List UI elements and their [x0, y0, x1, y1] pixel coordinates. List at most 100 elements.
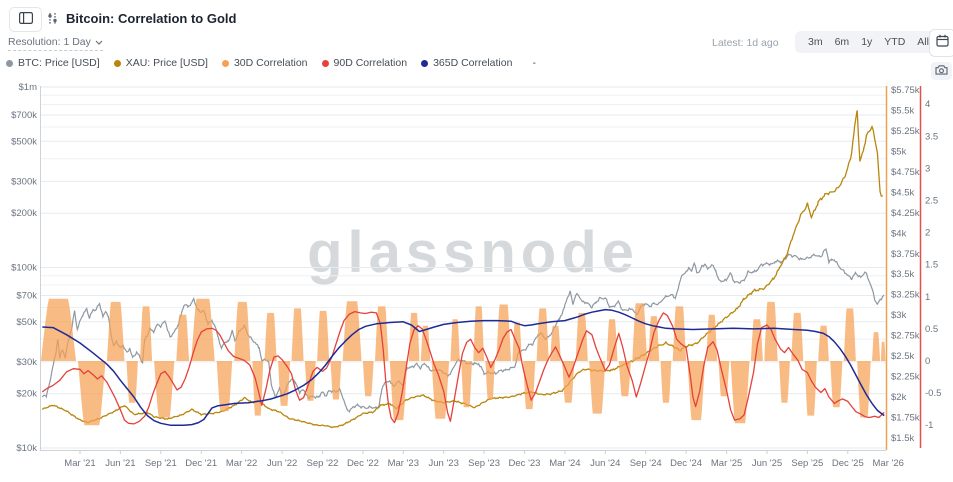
svg-text:$5.5k: $5.5k: [891, 106, 914, 117]
svg-text:$4.75k: $4.75k: [891, 167, 920, 178]
svg-text:0.5: 0.5: [925, 324, 938, 335]
svg-text:$1.75k: $1.75k: [891, 413, 920, 424]
svg-text:Mar '23: Mar '23: [388, 458, 419, 469]
corr-90d-line: [41, 310, 885, 425]
legend: BTC: Price [USD] XAU: Price [USD] 30D Co…: [6, 57, 536, 69]
axes: [40, 86, 922, 454]
svg-text:$3.75k: $3.75k: [891, 249, 920, 260]
svg-text:-0.5: -0.5: [925, 388, 941, 399]
svg-text:$4k: $4k: [891, 228, 907, 239]
svg-text:Jun '24: Jun '24: [590, 458, 620, 469]
svg-text:$70k: $70k: [16, 291, 37, 302]
screenshot-button[interactable]: [931, 62, 952, 80]
range-1y-button[interactable]: 1y: [861, 36, 873, 48]
svg-text:Sep '22: Sep '22: [307, 458, 339, 469]
svg-text:Sep '21: Sep '21: [145, 458, 177, 469]
xau-series-dot: [113, 59, 121, 67]
legend-label: 30D Correlation: [233, 57, 308, 69]
svg-text:$2k: $2k: [891, 392, 907, 403]
svg-text:Sep '24: Sep '24: [630, 458, 662, 469]
svg-text:Jun '21: Jun '21: [105, 458, 135, 469]
svg-text:2.5: 2.5: [925, 196, 938, 207]
legend-item-30d-correlation[interactable]: 30D Correlation: [221, 57, 308, 69]
legend-label: 365D Correlation: [433, 57, 513, 69]
plot-area: [41, 110, 886, 429]
legend-item-365d-correlation[interactable]: 365D Correlation: [421, 57, 512, 69]
svg-text:3.5: 3.5: [925, 131, 938, 142]
svg-text:$5.75k: $5.75k: [891, 85, 920, 96]
corr90-series-dot: [321, 59, 329, 67]
svg-text:Jun '22: Jun '22: [267, 458, 297, 469]
svg-text:$2.5k: $2.5k: [891, 351, 914, 362]
svg-text:$4.25k: $4.25k: [891, 208, 920, 219]
corr-365d-line: [42, 308, 885, 426]
svg-text:$2.75k: $2.75k: [891, 331, 920, 342]
svg-text:$5k: $5k: [891, 146, 907, 157]
svg-text:4: 4: [925, 99, 930, 110]
svg-text:1.5: 1.5: [925, 260, 938, 271]
sidebar-icon: [18, 11, 33, 29]
svg-text:Mar '26: Mar '26: [873, 458, 904, 469]
resolution-dropdown[interactable]: Resolution: 1 Day: [8, 36, 103, 51]
range-ytd-button[interactable]: YTD: [884, 36, 906, 48]
svg-text:Dec '23: Dec '23: [509, 458, 541, 469]
calendar-icon: [936, 34, 949, 52]
svg-text:$2.25k: $2.25k: [891, 372, 920, 383]
svg-text:$4.5k: $4.5k: [891, 187, 914, 198]
page-title: Bitcoin: Correlation to Gold: [66, 11, 237, 26]
legend-item-90d-correlation[interactable]: 90D Correlation: [321, 57, 408, 69]
chevron-down-icon: [95, 36, 103, 48]
legend-extra-dash: -: [532, 57, 536, 69]
legend-item-xau-price[interactable]: XAU: Price [USD]: [113, 57, 208, 69]
svg-text:1: 1: [925, 292, 930, 303]
camera-icon: [935, 62, 948, 80]
chart-settings-sliders-icon[interactable]: [46, 12, 59, 30]
svg-text:$50k: $50k: [16, 317, 37, 328]
svg-text:Sep '23: Sep '23: [468, 458, 500, 469]
svg-text:Jun '25: Jun '25: [752, 458, 782, 469]
svg-text:$5.25k: $5.25k: [891, 126, 920, 137]
svg-text:$300k: $300k: [11, 176, 37, 187]
svg-text:$700k: $700k: [11, 110, 37, 121]
svg-text:3: 3: [925, 163, 930, 174]
svg-text:Mar '22: Mar '22: [226, 458, 257, 469]
svg-text:Dec '22: Dec '22: [347, 458, 379, 469]
svg-text:$200k: $200k: [11, 208, 37, 219]
svg-text:0: 0: [925, 356, 930, 367]
range-3m-button[interactable]: 3m: [808, 36, 823, 48]
svg-text:$10k: $10k: [16, 443, 37, 454]
svg-text:$1m: $1m: [19, 82, 38, 93]
legend-label: XAU: Price [USD]: [125, 57, 208, 69]
svg-text:$3.25k: $3.25k: [891, 290, 920, 301]
svg-text:$1.5k: $1.5k: [891, 433, 914, 444]
svg-text:$500k: $500k: [11, 136, 37, 147]
range-6m-button[interactable]: 6m: [834, 36, 850, 48]
svg-text:-1: -1: [925, 420, 933, 431]
legend-item-btc-price[interactable]: BTC: Price [USD]: [6, 57, 100, 69]
svg-text:$30k: $30k: [16, 357, 37, 368]
svg-text:Mar '25: Mar '25: [711, 458, 742, 469]
svg-text:2: 2: [925, 228, 930, 239]
axis-labels: $1m $700k $500k $300k $200k $100k $70k $50k $30k…: [11, 82, 941, 469]
svg-text:Mar '21: Mar '21: [64, 458, 95, 469]
svg-text:Dec '24: Dec '24: [670, 458, 702, 469]
resolution-label: Resolution: 1 Day: [8, 36, 91, 48]
svg-text:Dec '21: Dec '21: [185, 458, 217, 469]
corr30-series-dot: [221, 59, 229, 67]
corr365-series-dot: [421, 59, 429, 67]
svg-text:Sep '25: Sep '25: [791, 458, 823, 469]
svg-text:$100k: $100k: [11, 263, 37, 274]
legend-label: BTC: Price [USD]: [18, 57, 100, 69]
svg-text:Mar '24: Mar '24: [549, 458, 580, 469]
calendar-button[interactable]: [929, 29, 953, 57]
svg-text:$3k: $3k: [891, 310, 907, 321]
svg-text:$20k: $20k: [16, 389, 37, 400]
svg-text:$3.5k: $3.5k: [891, 269, 914, 280]
btc-series-dot: [6, 59, 13, 67]
legend-label: 90D Correlation: [333, 57, 408, 69]
range-all-button[interactable]: All: [917, 36, 929, 48]
watermark: glassnode: [307, 220, 639, 285]
panel-toggle-button[interactable]: [9, 7, 42, 32]
svg-text:Jun '23: Jun '23: [429, 458, 459, 469]
